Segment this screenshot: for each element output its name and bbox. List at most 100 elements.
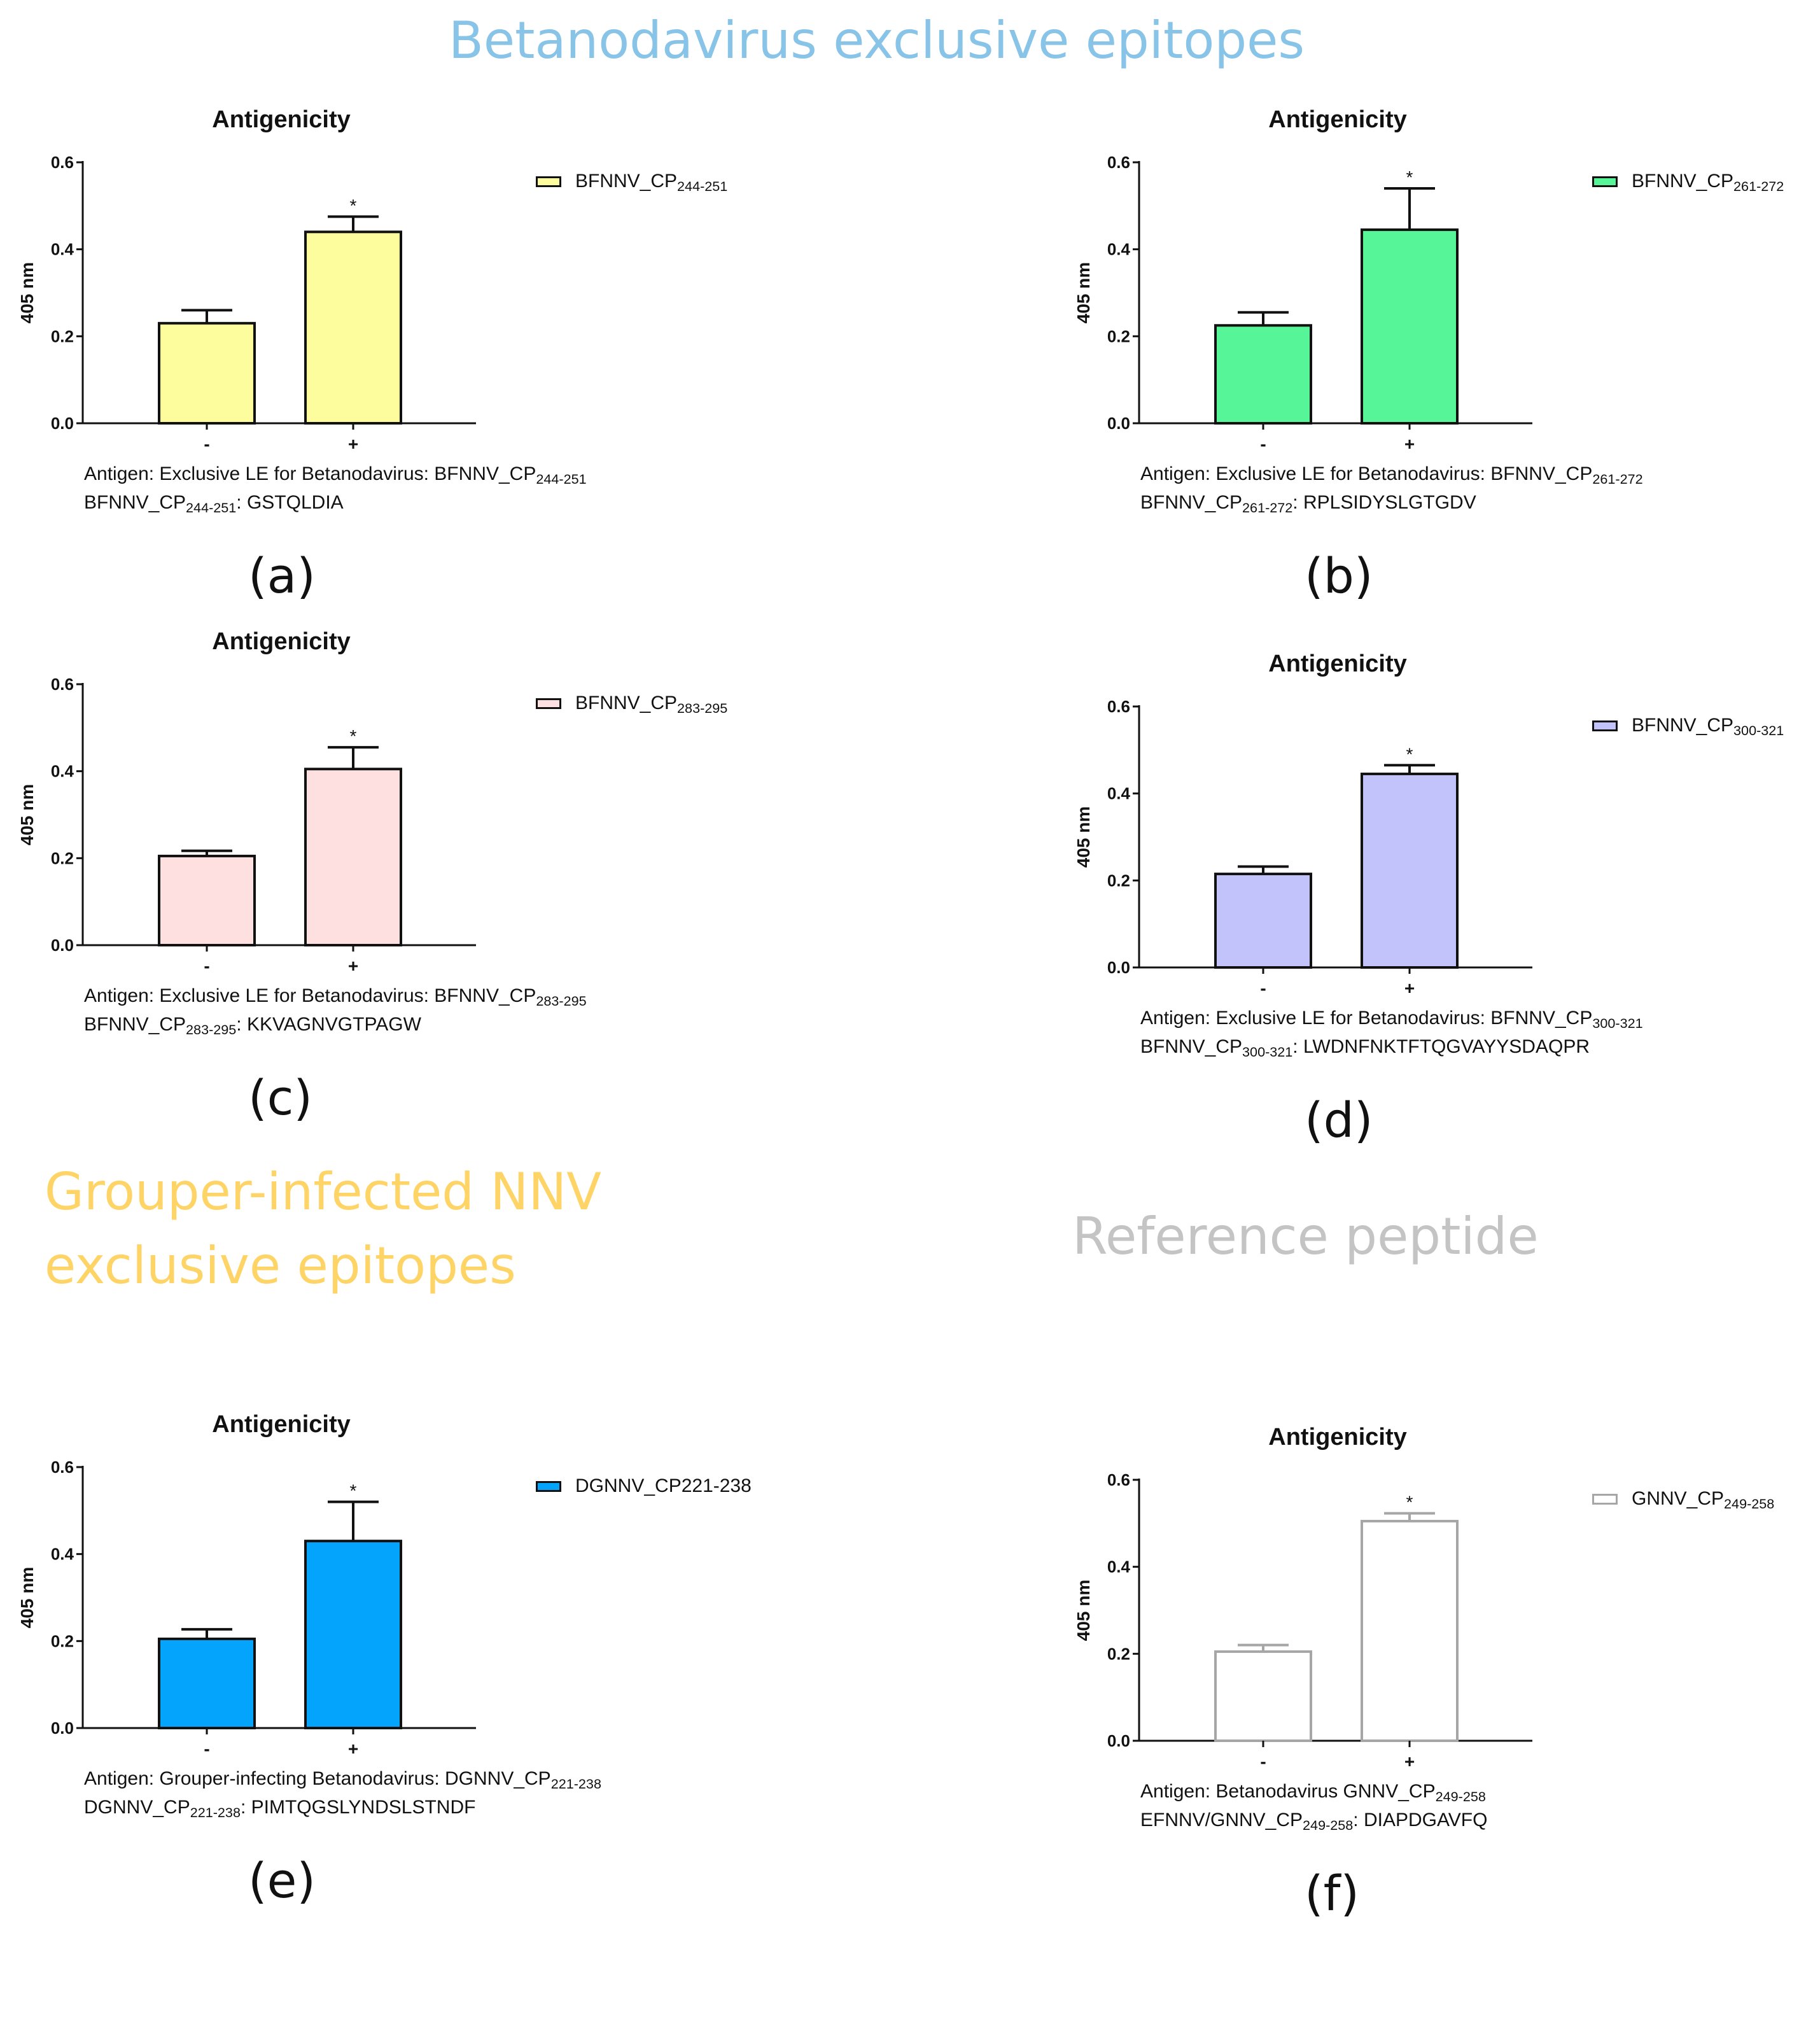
- chart-caption: Antigen: Exclusive LE for Betanodavirus:…: [84, 460, 587, 517]
- y-tick-label: 0.6: [1107, 697, 1130, 716]
- bar: [1361, 772, 1459, 969]
- caption-text: Antigen: Betanodavirus GNNV_CP: [1140, 1781, 1436, 1802]
- legend-name: BFNNV_CP: [1632, 171, 1734, 192]
- chart-svg: Antigenicity 0.0 0.2 0.4 0.6 405 nm - + *: [17, 628, 476, 976]
- y-tick-label: 0.2: [1107, 871, 1130, 890]
- significance-marker: *: [1406, 744, 1413, 764]
- x-tick-label: +: [1404, 978, 1415, 998]
- caption-line2: EFNNV/GNNV_CP249-258: DIAPDGAVFQ: [1140, 1806, 1487, 1834]
- caption-text: Antigen: Exclusive LE for Betanodavirus:…: [1140, 1008, 1593, 1029]
- x-tick-label: +: [348, 434, 358, 454]
- bar: [1361, 1519, 1459, 1743]
- caption-text: BFNNV_CP: [84, 492, 186, 513]
- legend-label: BFNNV_CP283-295: [575, 692, 727, 715]
- significance-marker: *: [350, 726, 357, 746]
- legend-label: BFNNV_CP261-272: [1632, 171, 1784, 193]
- y-tick-label: 0.6: [51, 153, 74, 172]
- legend-swatch: [1592, 720, 1618, 731]
- y-tick-label: 0.0: [1107, 958, 1130, 977]
- caption-sequence: : RPLSIDYSLGTGDV: [1292, 492, 1476, 513]
- caption-text: DGNNV_CP: [84, 1797, 190, 1818]
- caption-subscript: 261-272: [1242, 500, 1293, 516]
- panel-label: (f): [1305, 1865, 1360, 1922]
- caption-line1: Antigen: Exclusive LE for Betanodavirus:…: [1140, 1004, 1643, 1032]
- y-tick-label: 0.0: [51, 1718, 74, 1738]
- caption-sequence: : LWDNFNKTFTQGVAYYSDAQPR: [1292, 1036, 1590, 1057]
- chart-caption: Antigen: Exclusive LE for Betanodavirus:…: [84, 981, 587, 1039]
- x-tick-label: -: [204, 434, 209, 454]
- y-tick-label: 0.2: [51, 327, 74, 346]
- caption-sequence: : KKVAGNVGTPAGW: [236, 1014, 421, 1035]
- significance-marker: *: [1406, 167, 1413, 187]
- x-tick-label: +: [1404, 434, 1415, 454]
- legend: DGNNV_CP221-238: [536, 1475, 752, 1497]
- y-tick-label: 0.2: [1107, 1644, 1130, 1663]
- y-tick-label: 0.0: [1107, 1731, 1130, 1750]
- y-tick-label: 0.4: [51, 240, 74, 259]
- legend-swatch: [1592, 1493, 1618, 1505]
- bar: [1214, 873, 1312, 969]
- x-tick-label: -: [1260, 1752, 1266, 1771]
- x-tick-label: +: [1404, 1752, 1415, 1771]
- caption-subscript: 244-251: [186, 500, 237, 516]
- caption-text: BFNNV_CP: [1140, 1036, 1243, 1057]
- legend: BFNNV_CP244-251: [536, 171, 727, 193]
- chart-caption: Antigen: Exclusive LE for Betanodavirus:…: [1140, 1004, 1643, 1061]
- panel-label: (a): [248, 547, 316, 604]
- title-grouper-line2: exclusive epitopes: [45, 1236, 516, 1295]
- chart-title: Antigenicity: [1268, 650, 1406, 677]
- legend-swatch: [536, 698, 561, 709]
- y-tick-label: 0.0: [1107, 414, 1130, 433]
- x-tick-label: +: [348, 956, 358, 976]
- legend: BFNNV_CP300-321: [1592, 715, 1784, 737]
- caption-sequence: : PIMTQGSLYNDSLSTNDF: [240, 1797, 476, 1818]
- chart-title: Antigenicity: [212, 106, 350, 133]
- legend-name: BFNNV_CP: [575, 171, 678, 192]
- x-tick-label: +: [348, 1739, 358, 1759]
- panel-b: Antigenicity 0.0 0.2 0.4 0.6 405 nm - + * BFNNV_C…: [1056, 95, 1820, 706]
- caption-subscript: 261-272: [1592, 471, 1643, 488]
- caption-line2: BFNNV_CP261-272: RPLSIDYSLGTGDV: [1140, 488, 1643, 517]
- bar: [158, 854, 256, 946]
- panel-label: (e): [248, 1852, 316, 1909]
- panel-label: (d): [1305, 1092, 1373, 1148]
- legend-name: BFNNV_CP: [1632, 715, 1734, 736]
- caption-text: Antigen: Exclusive LE for Betanodavirus:…: [1140, 463, 1593, 484]
- chart-caption: Antigen: Grouper-infecting Betanodavirus…: [84, 1764, 601, 1822]
- caption-line2: BFNNV_CP283-295: KKVAGNVGTPAGW: [84, 1010, 587, 1039]
- caption-text: Antigen: Exclusive LE for Betanodavirus:…: [84, 985, 536, 1006]
- legend-label: DGNNV_CP221-238: [575, 1475, 752, 1497]
- caption-sequence: : DIAPDGAVFQ: [1353, 1810, 1488, 1831]
- x-tick-label: -: [1260, 978, 1266, 998]
- caption-subscript: 283-295: [186, 1022, 237, 1038]
- y-tick-label: 0.4: [51, 762, 74, 781]
- legend-subscript: 249-258: [1724, 1496, 1775, 1512]
- caption-sequence: : GSTQLDIA: [236, 492, 344, 513]
- caption-text: BFNNV_CP: [1140, 492, 1243, 513]
- caption-line2: DGNNV_CP221-238: PIMTQGSLYNDSLSTNDF: [84, 1793, 601, 1822]
- title-reference: Reference peptide: [1072, 1207, 1539, 1266]
- x-tick-label: -: [1260, 434, 1266, 454]
- y-axis-label: 405 nm: [17, 784, 37, 846]
- caption-line1: Antigen: Betanodavirus GNNV_CP249-258: [1140, 1777, 1487, 1806]
- y-tick-label: 0.6: [1107, 153, 1130, 172]
- legend-swatch: [536, 176, 561, 187]
- chart-title: Antigenicity: [212, 628, 350, 655]
- bar: [304, 1540, 402, 1730]
- panel-f: Antigenicity 0.0 0.2 0.4 0.6 405 nm - + * GNNV_CP…: [1056, 1413, 1820, 2024]
- chart-title: Antigenicity: [212, 1411, 350, 1438]
- significance-marker: *: [1406, 1493, 1413, 1512]
- bar: [158, 321, 256, 425]
- chart-svg: Antigenicity 0.0 0.2 0.4 0.6 405 nm - + *: [1074, 1424, 1532, 1771]
- legend-swatch: [536, 1480, 561, 1492]
- caption-text: Antigen: Exclusive LE for Betanodavirus:…: [84, 463, 536, 484]
- caption-text: Antigen: Grouper-infecting Betanodavirus…: [84, 1768, 551, 1789]
- panel-c: Antigenicity 0.0 0.2 0.4 0.6 405 nm - + * BFNNV_C…: [0, 617, 853, 1228]
- legend-label: GNNV_CP249-258: [1632, 1488, 1774, 1510]
- y-axis-label: 405 nm: [1074, 806, 1093, 868]
- panel-a: Antigenicity 0.0 0.2 0.4 0.6 405 nm - + * BFNNV_C…: [0, 95, 853, 706]
- chart-svg: Antigenicity 0.0 0.2 0.4 0.6 405 nm - + *: [17, 106, 476, 454]
- bar: [1214, 324, 1312, 425]
- x-tick-label: -: [204, 956, 209, 976]
- bar: [304, 768, 402, 946]
